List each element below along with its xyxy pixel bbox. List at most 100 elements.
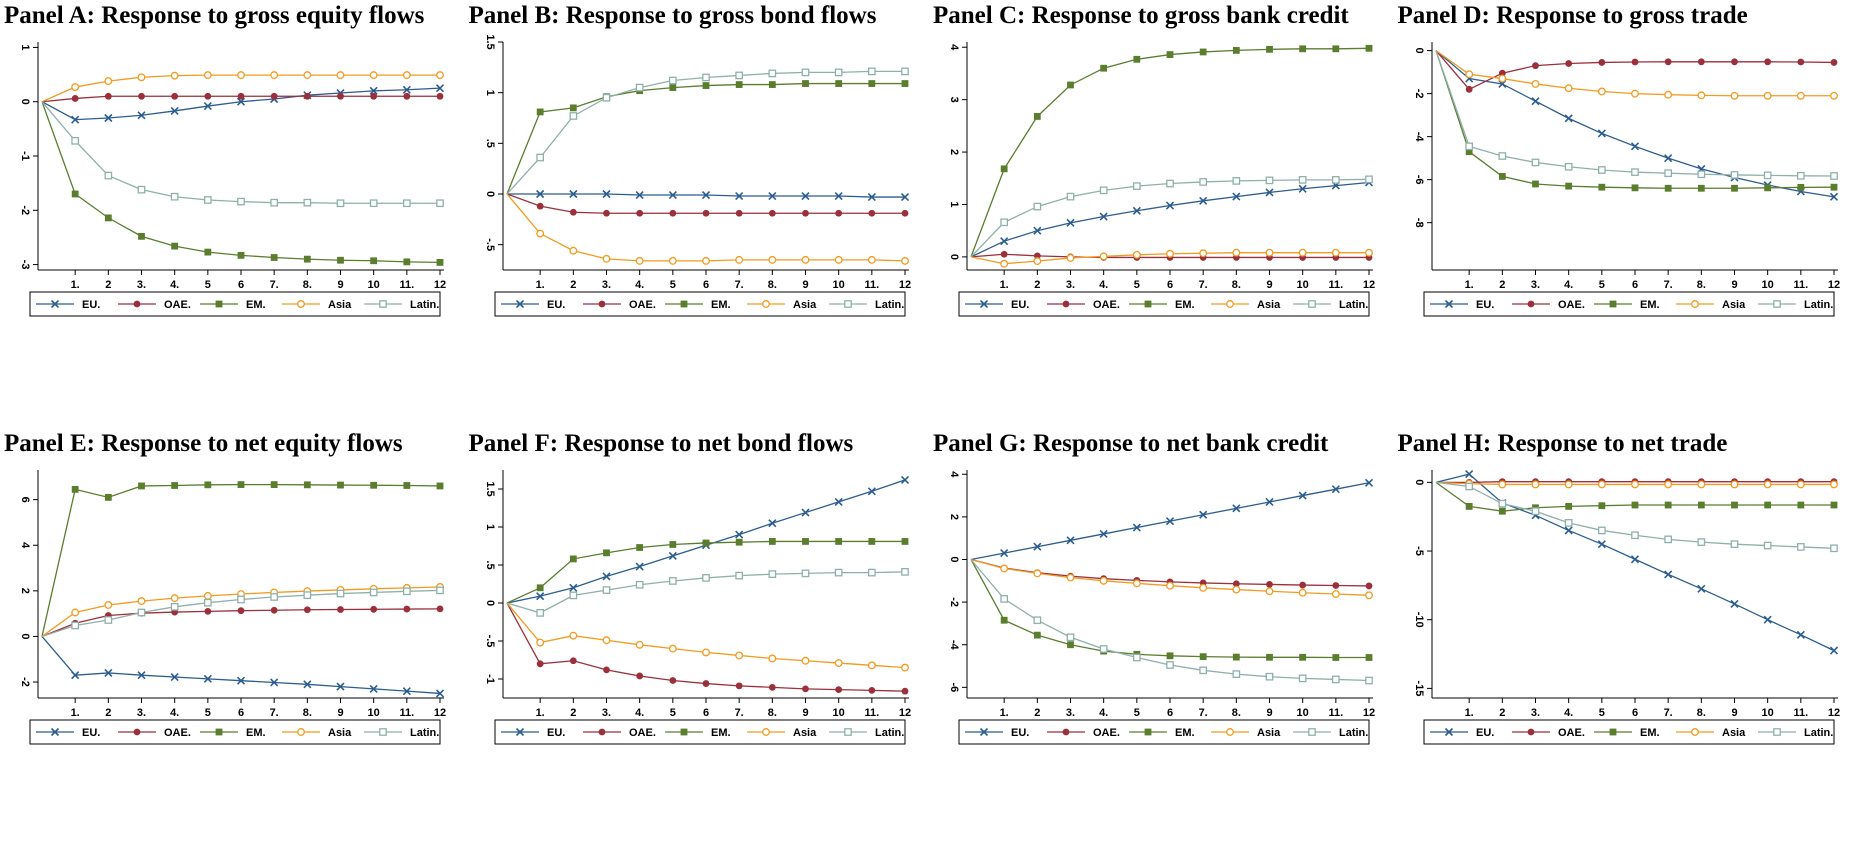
- data-point: [568, 591, 577, 600]
- data-point: [104, 601, 113, 609]
- legend-item: Asia: [1211, 299, 1281, 311]
- data-point: [1497, 480, 1506, 489]
- data-point: [1597, 59, 1605, 66]
- data-point: [1000, 237, 1009, 246]
- x-tick-label: 6: [1167, 707, 1173, 719]
- x-tick-label: 7.: [270, 707, 279, 719]
- data-point: [1564, 162, 1573, 171]
- data-point: [900, 256, 909, 265]
- legend-item: EM.: [1129, 299, 1195, 311]
- x-tick-label: 11.: [399, 707, 414, 719]
- y-tick-label: 1: [484, 90, 496, 96]
- x-tick-label: 9: [1266, 279, 1272, 291]
- data-point: [1066, 536, 1075, 545]
- data-point: [104, 214, 112, 222]
- legend-item: Asia: [282, 727, 352, 739]
- data-point: [1365, 591, 1373, 600]
- data-point: [137, 111, 146, 120]
- chart-panel: Panel E: Response to net equity flows 6 4 2…: [0, 428, 465, 856]
- data-point: [1132, 206, 1141, 215]
- chart-panel: Panel F: Response to net bond flows 1.5 1.…: [465, 428, 930, 856]
- data-point: [1100, 64, 1108, 72]
- x-tick-label: 10: [1297, 707, 1309, 719]
- data-point: [767, 570, 776, 578]
- data-point: [1166, 581, 1174, 590]
- data-point: [1730, 171, 1738, 179]
- x-tick-label: 10: [1761, 279, 1773, 291]
- series-asia: [41, 71, 444, 103]
- data-point: [536, 202, 544, 210]
- x-tick-label: 2: [1499, 279, 1505, 291]
- data-point: [1331, 175, 1340, 184]
- x-tick-label: 9: [337, 707, 343, 719]
- x-tick-label: 8.: [767, 707, 776, 719]
- x-tick-label: 4.: [1564, 707, 1573, 719]
- data-point: [767, 519, 776, 528]
- panel-title: Panel A: Response to gross equity flows: [4, 2, 425, 29]
- data-point: [204, 248, 212, 256]
- chart-panel: Panel B: Response to gross bond flows 1.5…: [465, 0, 930, 428]
- x-tick-label: 1.: [1464, 279, 1473, 291]
- data-point: [1697, 184, 1705, 192]
- legend-item: EM.: [1129, 727, 1195, 739]
- data-point: [1365, 676, 1373, 685]
- y-tick-label: 4: [948, 471, 960, 478]
- legend-marker: [1527, 300, 1534, 308]
- x-tick-label: 7.: [734, 707, 743, 719]
- data-point: [203, 674, 212, 683]
- legend-marker: [979, 299, 989, 309]
- x-tick-label: 9: [1731, 279, 1737, 291]
- data-point: [1597, 129, 1606, 138]
- data-point: [1000, 250, 1008, 258]
- legend-label: Asia: [793, 299, 817, 311]
- data-point: [1630, 480, 1639, 489]
- series-line: [506, 70, 905, 195]
- data-point: [569, 657, 577, 665]
- legend-marker: [680, 728, 687, 736]
- legend-marker: [1308, 728, 1316, 736]
- data-point: [867, 538, 875, 545]
- y-tick-label: -1: [19, 151, 31, 161]
- panel-title: Panel D: Response to gross trade: [1397, 2, 1748, 29]
- data-point: [867, 687, 875, 694]
- legend-marker: [1772, 728, 1781, 736]
- data-point: [1763, 171, 1772, 180]
- data-point: [1730, 480, 1738, 489]
- data-point: [1000, 259, 1009, 268]
- legend-item: OAE.: [582, 299, 655, 311]
- legend-marker: [515, 299, 524, 309]
- data-point: [568, 112, 577, 120]
- x-tick-label: 8.: [1232, 279, 1241, 291]
- data-point: [734, 191, 743, 201]
- data-point: [1000, 218, 1009, 227]
- legend-marker: [1144, 300, 1152, 308]
- data-point: [337, 481, 344, 489]
- x-tick-label: 10: [368, 279, 380, 291]
- chart-svg: 4 2 0 -2 -4 -6 1. 2 3. 4. 5 6 7. 8. 9 10 11. 12 EU. OAE. EM.…: [948, 470, 1375, 745]
- data-point: [1663, 169, 1672, 178]
- x-tick-label: 3.: [1530, 279, 1539, 291]
- data-point: [1597, 526, 1606, 535]
- data-point: [1663, 90, 1672, 99]
- data-point: [1232, 504, 1241, 513]
- data-point: [668, 551, 677, 560]
- data-point: [834, 686, 842, 694]
- data-point: [1166, 652, 1174, 660]
- data-point: [1464, 142, 1473, 151]
- legend-label: EM.: [1175, 727, 1195, 739]
- legend-marker: [1226, 300, 1234, 308]
- data-point: [1497, 499, 1506, 508]
- series-em: [970, 44, 1373, 258]
- legend-marker: [379, 300, 387, 308]
- panel-title: Panel E: Response to net equity flows: [4, 430, 403, 457]
- data-point: [1199, 583, 1208, 592]
- data-point: [535, 229, 544, 238]
- legend: EU. OAE. EM. Asia Latin.: [958, 719, 1370, 745]
- data-point: [1663, 480, 1672, 489]
- data-point: [270, 606, 278, 614]
- data-point: [668, 209, 676, 217]
- data-point: [1364, 478, 1374, 487]
- x-tick-label: 5: [1134, 707, 1140, 719]
